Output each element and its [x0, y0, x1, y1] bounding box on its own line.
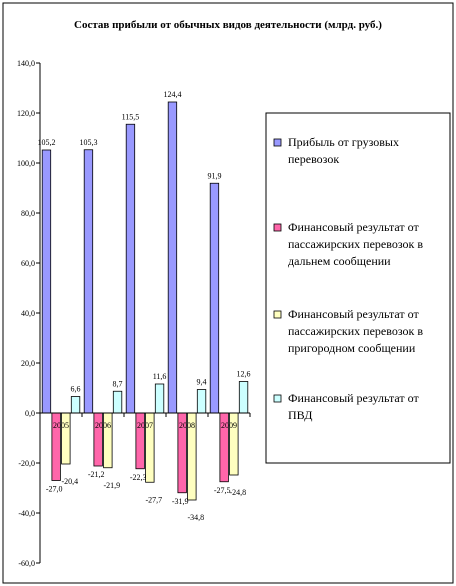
data-label: 12,6 [237, 370, 251, 379]
y-tick-label: 60,0 [21, 259, 35, 268]
x-tick-label: 2008 [179, 421, 195, 430]
bar [83, 149, 94, 414]
data-label: 105,2 [37, 138, 55, 147]
bar [41, 149, 52, 414]
data-label: 105,3 [79, 138, 97, 147]
y-tick-label: 20,0 [21, 359, 35, 368]
data-label: 11,6 [153, 372, 167, 381]
legend-label: Прибыль от грузовых перевозок [288, 135, 399, 166]
y-tick-label: 0,0 [25, 409, 35, 418]
data-label: -34,8 [188, 513, 205, 522]
data-label: -27,0 [46, 485, 63, 494]
y-tick-label: 40,0 [21, 309, 35, 318]
x-tick-label: 2006 [95, 421, 111, 430]
data-label: 124,4 [163, 90, 181, 99]
data-label: -27,5 [214, 486, 231, 495]
y-tick-label: 120,0 [17, 109, 35, 118]
data-label: -31,9 [172, 497, 189, 506]
legend: Прибыль от грузовых перевозок Финансовый р… [265, 112, 451, 464]
x-tick-label: 2005 [53, 421, 69, 430]
y-tick-label: 140,0 [17, 59, 35, 68]
data-label: -21,9 [104, 481, 121, 490]
bar [196, 389, 207, 414]
data-label: -20,4 [62, 477, 79, 486]
data-label: -22,3 [130, 473, 147, 482]
data-label: -21,2 [88, 470, 105, 479]
data-label: 91,9 [207, 171, 221, 180]
x-tick-label: 2007 [137, 421, 153, 430]
y-tick-label: -60,0 [18, 559, 35, 568]
y-tick-label: 80,0 [21, 209, 35, 218]
y-tick-label: 100,0 [17, 159, 35, 168]
x-axis: 2005 2006 2007 2008 2009 [40, 412, 251, 430]
chart-title: Состав прибыли от обычных видов деятельн… [74, 19, 382, 31]
bar [167, 101, 178, 414]
bar [209, 182, 220, 414]
bar [238, 381, 249, 414]
y-axis: -60,0 -40,0 -20,0 0,0 20,0 40,0 60,0 80,0 100,0 1… [17, 59, 41, 568]
data-label: 8,7 [113, 379, 123, 388]
legend-swatch [273, 394, 282, 403]
y-tick-label: -20,0 [18, 459, 35, 468]
legend-label: Финансовый результат от ПВД [288, 391, 419, 422]
legend-swatch [273, 223, 282, 232]
bar [112, 390, 123, 414]
data-label: 9,4 [197, 378, 207, 387]
legend-swatch [273, 138, 282, 147]
legend-swatch [273, 310, 282, 319]
y-tick-label: -40,0 [18, 509, 35, 518]
bars: 105,2 -27,0-20,4 6,6 105,3 -21,2 -21,9 8,7 115,… [37, 90, 250, 522]
data-label: -27,7 [146, 495, 163, 504]
data-label: 115,5 [122, 112, 140, 121]
bar [154, 383, 165, 414]
x-tick-label: 2009 [221, 421, 237, 430]
bar [70, 396, 81, 414]
data-label: 6,6 [71, 385, 81, 394]
legend-label: Финансовый результат от пассажирских пере… [288, 220, 423, 268]
legend-box [265, 112, 451, 464]
data-label: -24,8 [230, 488, 247, 497]
bar [125, 123, 136, 414]
legend-label: Финансовый результат от пассажирских пере… [288, 307, 423, 355]
